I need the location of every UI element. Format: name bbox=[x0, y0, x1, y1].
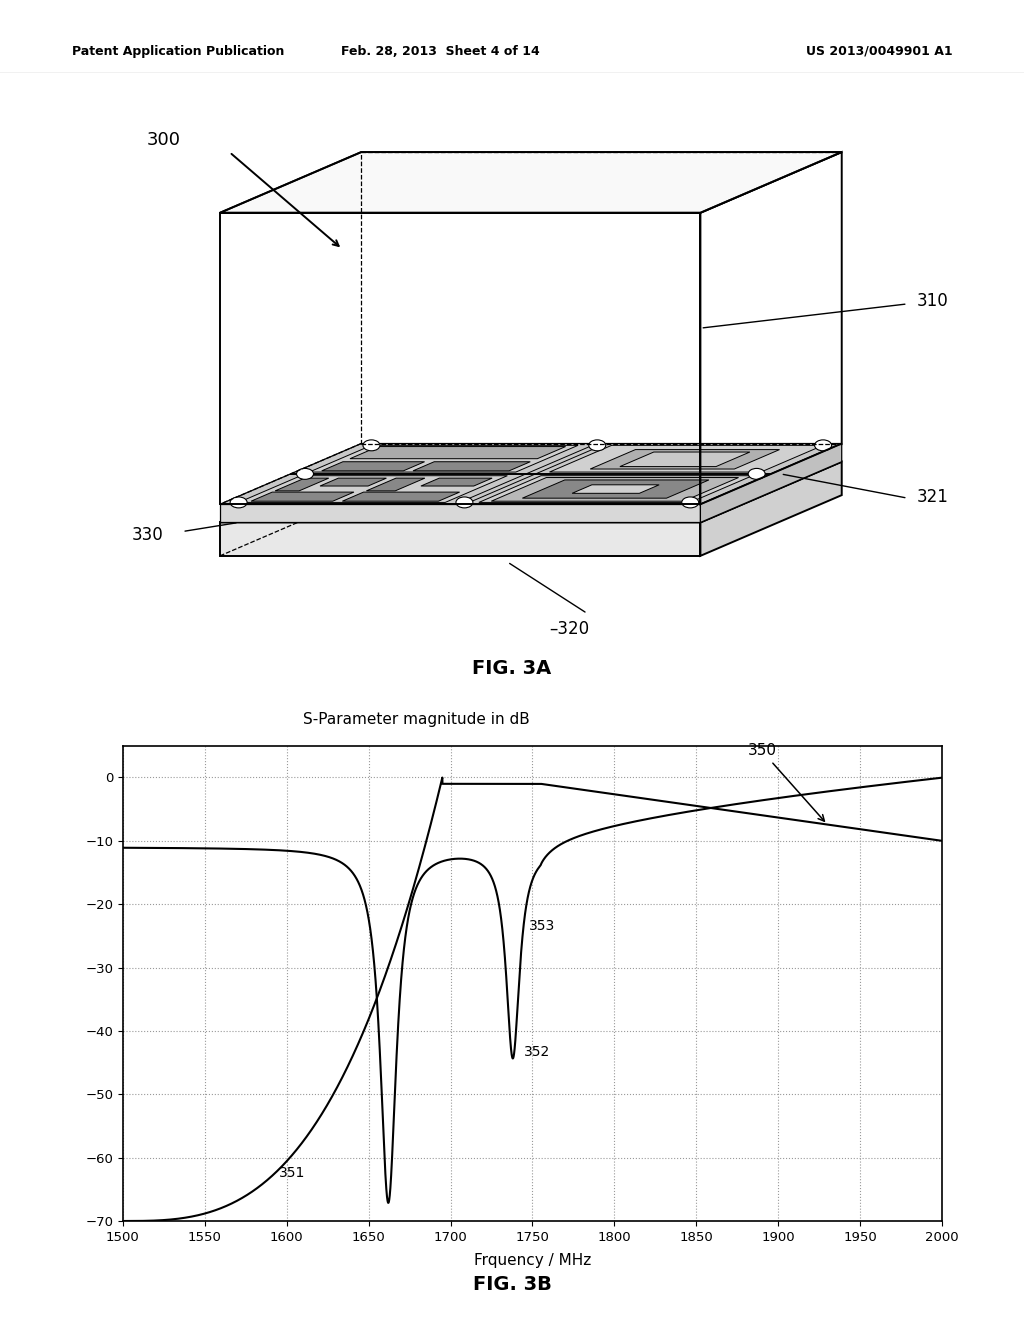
Text: 300: 300 bbox=[146, 131, 180, 149]
Polygon shape bbox=[309, 445, 578, 473]
Polygon shape bbox=[342, 492, 460, 502]
Polygon shape bbox=[550, 445, 823, 473]
Polygon shape bbox=[321, 478, 386, 486]
Polygon shape bbox=[700, 444, 842, 523]
Text: 310: 310 bbox=[918, 292, 949, 310]
Polygon shape bbox=[220, 523, 700, 556]
Text: 330: 330 bbox=[132, 525, 164, 544]
Polygon shape bbox=[413, 462, 530, 471]
Circle shape bbox=[589, 440, 606, 451]
Polygon shape bbox=[220, 444, 842, 504]
Text: Feb. 28, 2013  Sheet 4 of 14: Feb. 28, 2013 Sheet 4 of 14 bbox=[341, 45, 540, 58]
Text: Patent Application Publication: Patent Application Publication bbox=[72, 45, 284, 58]
Text: –320: –320 bbox=[550, 619, 590, 638]
Circle shape bbox=[230, 496, 247, 508]
Polygon shape bbox=[275, 478, 329, 491]
Circle shape bbox=[297, 469, 313, 479]
Polygon shape bbox=[700, 462, 842, 556]
Text: S-Parameter magnitude in dB: S-Parameter magnitude in dB bbox=[303, 711, 529, 727]
Polygon shape bbox=[620, 451, 750, 466]
Polygon shape bbox=[479, 475, 753, 503]
Text: 321: 321 bbox=[918, 488, 949, 506]
Text: 350: 350 bbox=[748, 743, 824, 821]
Polygon shape bbox=[220, 152, 842, 213]
Circle shape bbox=[456, 496, 473, 508]
X-axis label: Frquency / MHz: Frquency / MHz bbox=[474, 1253, 591, 1267]
Circle shape bbox=[749, 469, 765, 479]
Polygon shape bbox=[590, 450, 779, 469]
Polygon shape bbox=[251, 492, 354, 502]
Polygon shape bbox=[322, 462, 425, 471]
Polygon shape bbox=[367, 478, 425, 491]
Polygon shape bbox=[239, 475, 507, 503]
Polygon shape bbox=[220, 504, 700, 523]
Text: FIG. 3B: FIG. 3B bbox=[472, 1275, 552, 1294]
Polygon shape bbox=[421, 478, 493, 486]
Polygon shape bbox=[522, 480, 709, 498]
Text: 352: 352 bbox=[524, 1045, 551, 1059]
Polygon shape bbox=[220, 462, 842, 523]
Circle shape bbox=[362, 440, 380, 451]
Circle shape bbox=[815, 440, 831, 451]
Circle shape bbox=[682, 496, 698, 508]
Polygon shape bbox=[572, 484, 659, 494]
Polygon shape bbox=[492, 478, 738, 502]
Text: 353: 353 bbox=[529, 919, 555, 932]
Text: 351: 351 bbox=[279, 1166, 305, 1180]
Polygon shape bbox=[350, 446, 565, 459]
Text: FIG. 3A: FIG. 3A bbox=[472, 659, 552, 677]
Text: US 2013/0049901 A1: US 2013/0049901 A1 bbox=[806, 45, 952, 58]
